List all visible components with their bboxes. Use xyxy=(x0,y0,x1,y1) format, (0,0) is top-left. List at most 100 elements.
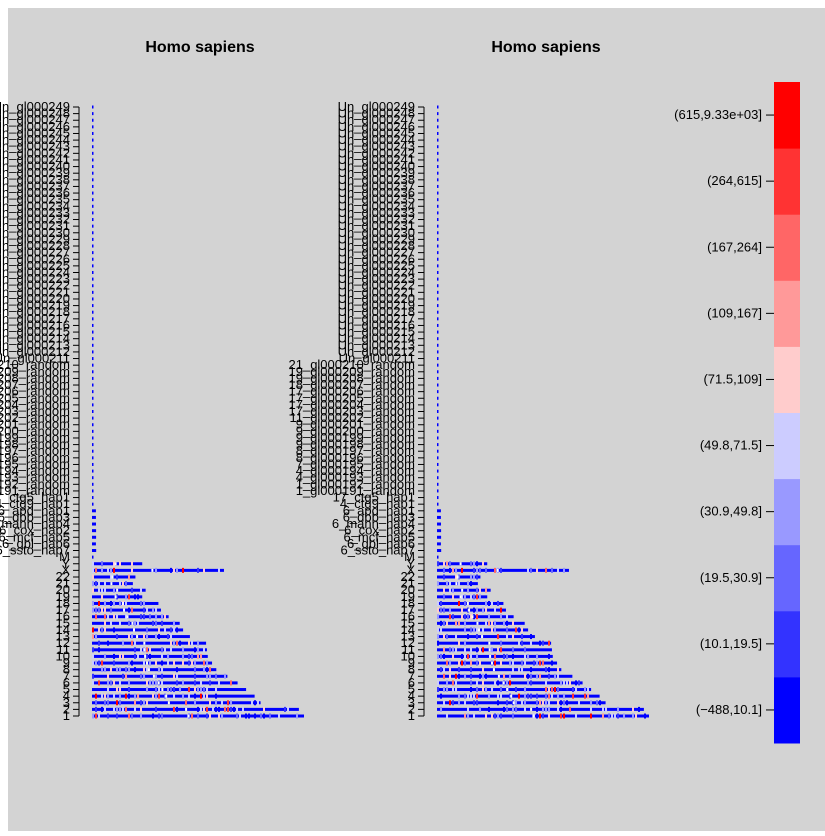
bin-cell xyxy=(92,574,94,580)
gap-cell xyxy=(492,668,495,672)
chromosome-label: 14 xyxy=(401,622,415,637)
track-bar xyxy=(437,707,644,711)
bin-cell xyxy=(230,700,232,706)
bin-cell xyxy=(188,660,190,666)
track-bar xyxy=(92,707,299,711)
bin-cell xyxy=(215,693,217,699)
track-bar xyxy=(437,390,439,394)
bin-cell xyxy=(563,693,565,699)
bin-cell xyxy=(497,713,499,719)
bin-cell xyxy=(110,667,112,673)
bin-cell xyxy=(158,634,160,640)
bin-cell xyxy=(92,627,94,633)
chromosome-track xyxy=(437,700,606,706)
bin-cell xyxy=(617,713,619,719)
bin-cell xyxy=(473,614,475,620)
chromosome-label: Un_gl000230 xyxy=(0,225,70,240)
chromosome-track xyxy=(437,204,439,208)
bin-cell xyxy=(209,673,211,679)
chromosome-label: 8 xyxy=(408,662,415,677)
chromosome-track xyxy=(437,138,439,142)
bin-cell xyxy=(485,567,487,573)
bin-cell xyxy=(530,567,532,573)
track-bar xyxy=(92,628,184,632)
bin-cell xyxy=(260,713,262,719)
bin-cell xyxy=(182,567,184,573)
track-bar xyxy=(437,290,439,294)
bin-cell xyxy=(122,653,124,659)
bin-cell xyxy=(116,706,118,712)
chromosome-track xyxy=(437,383,439,387)
chromosome-label: 17_ctg5_hap1 xyxy=(0,490,70,505)
bin-cell xyxy=(125,667,127,673)
track-bar xyxy=(92,231,94,235)
bin-cell xyxy=(479,673,481,679)
chromosome-track xyxy=(437,509,441,513)
panel-title: Homo sapiens xyxy=(491,39,600,56)
track-bar xyxy=(92,171,94,175)
chromosome-track xyxy=(92,634,190,640)
bin-cell xyxy=(596,700,598,706)
chromosome-label: 14 xyxy=(56,622,70,637)
legend-swatch xyxy=(774,214,800,281)
track-bar xyxy=(437,317,439,321)
bin-cell xyxy=(161,660,163,666)
bin-cell xyxy=(197,653,199,659)
chromosome-track xyxy=(437,667,562,673)
bin-cell xyxy=(191,660,193,666)
chromosome-track xyxy=(92,237,94,241)
chromosome-track xyxy=(92,211,94,215)
chromosome-label: 12 xyxy=(401,635,415,650)
bin-cell xyxy=(470,680,472,686)
bin-cell xyxy=(101,627,103,633)
chromosome-track xyxy=(92,343,94,347)
bin-cell xyxy=(479,660,481,666)
track-bar xyxy=(92,323,94,327)
bin-cell xyxy=(500,647,502,653)
legend-swatch xyxy=(774,82,800,149)
chromosome-track xyxy=(92,270,94,274)
bin-cell xyxy=(134,700,136,706)
chromosome-track xyxy=(92,138,94,142)
bin-cell xyxy=(269,713,271,719)
bin-cell xyxy=(101,561,103,567)
bin-cell xyxy=(464,700,466,706)
bin-cell xyxy=(491,647,493,653)
track-bar xyxy=(92,489,94,493)
bin-cell xyxy=(134,647,136,653)
bin-cell xyxy=(92,647,94,653)
chromosome-label: 5 xyxy=(408,682,415,697)
track-bar xyxy=(92,138,94,142)
chromosome-track xyxy=(437,178,439,182)
bin-cell xyxy=(494,607,496,613)
bin-cell xyxy=(140,600,142,606)
bin-cell xyxy=(134,653,136,659)
track-bar xyxy=(437,323,439,327)
chromosome-label: 20 xyxy=(401,582,415,597)
bin-cell xyxy=(440,627,442,633)
bin-cell xyxy=(437,627,439,633)
chromosome-label: Un_gl000221 xyxy=(338,284,415,299)
chromosome-label: 6_cox_hap2 xyxy=(344,523,415,538)
track-bar xyxy=(437,429,439,433)
track-bar xyxy=(92,343,94,347)
bin-cell xyxy=(521,627,523,633)
bin-cell xyxy=(95,693,97,699)
legend-swatch xyxy=(774,280,800,347)
bin-cell xyxy=(554,687,556,693)
bin-cell xyxy=(476,561,478,567)
bin-cell xyxy=(476,700,478,706)
bin-cell xyxy=(446,561,448,567)
bin-cell xyxy=(452,587,454,593)
bin-cell xyxy=(464,713,466,719)
bin-cell xyxy=(518,627,520,633)
chromosome-track xyxy=(92,125,94,129)
chromosome-track xyxy=(92,304,94,308)
track-bar xyxy=(92,469,94,473)
bin-cell xyxy=(92,600,94,606)
bin-cell xyxy=(185,700,187,706)
bin-cell xyxy=(437,561,439,567)
track-bar xyxy=(92,251,94,255)
chromosome-label: Un_gl000213 xyxy=(338,337,415,352)
